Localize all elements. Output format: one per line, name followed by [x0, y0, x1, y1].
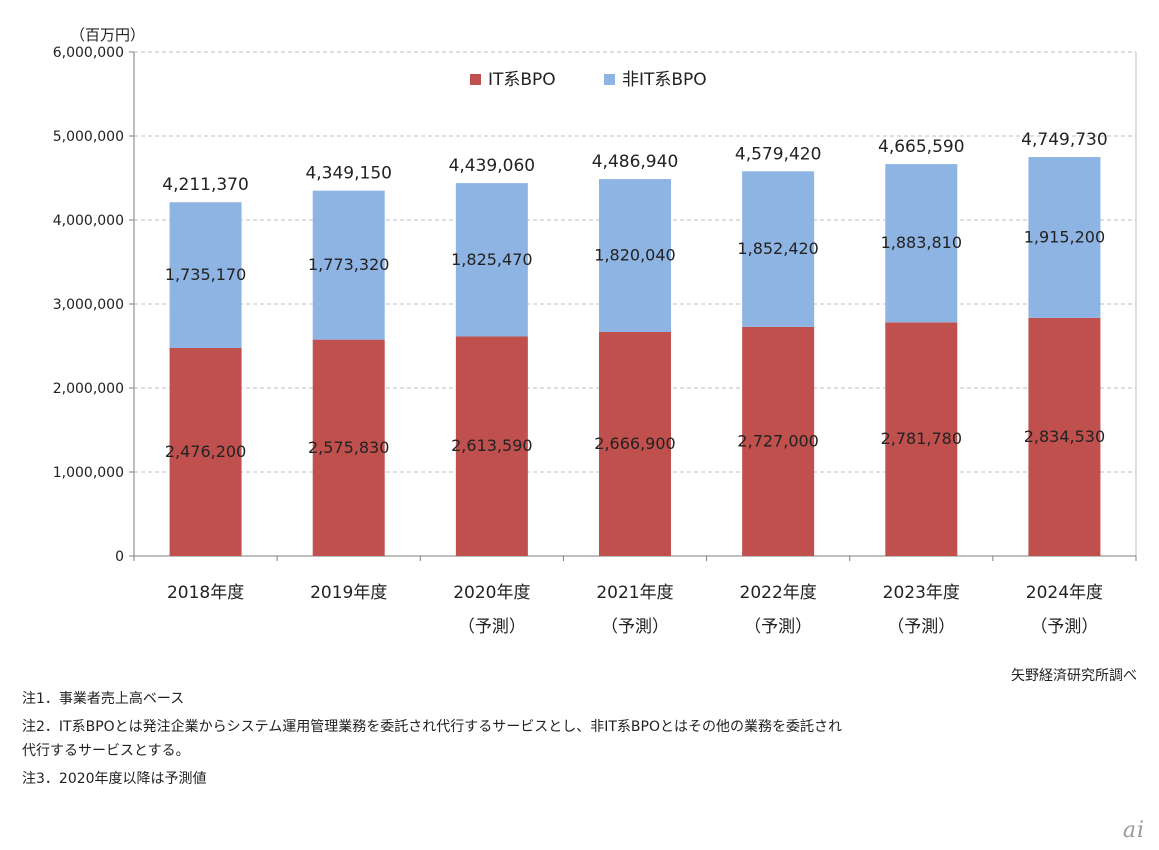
x-category-label: 2019年度	[310, 583, 387, 603]
data-label-non-it-bpo: 1,820,040	[594, 246, 675, 265]
bar-non-it-bpo	[599, 179, 671, 332]
x-category-label: 2018年度	[167, 583, 244, 603]
legend-item-it-bpo-swatch	[470, 74, 481, 85]
bar-it-bpo	[1028, 317, 1101, 556]
data-label-total: 4,579,420	[735, 144, 822, 164]
data-label-non-it-bpo: 1,883,810	[881, 233, 962, 252]
x-category-sublabel: （予測）	[744, 617, 812, 637]
data-label-total: 4,749,730	[1021, 130, 1108, 150]
data-label-total: 4,665,590	[878, 137, 965, 157]
data-label-non-it-bpo: 1,852,420	[737, 239, 818, 258]
x-category-sublabel: （予測）	[1030, 617, 1098, 637]
x-category-label: 2024年度	[1026, 583, 1103, 603]
x-category-sublabel: （予測）	[601, 617, 669, 637]
data-label-non-it-bpo: 1,735,170	[165, 265, 246, 284]
y-unit-label: （百万円）	[70, 26, 145, 44]
x-category-label: 2021年度	[596, 583, 673, 603]
legend-item-non-it-bpo-label: 非IT系BPO	[622, 70, 707, 90]
note-1: 注1．事業者売上高ベース	[22, 691, 185, 707]
site-logo: ai	[1122, 818, 1145, 843]
bar-non-it-bpo	[1028, 157, 1101, 318]
data-label-total: 4,349,150	[305, 164, 392, 184]
bar-it-bpo	[455, 336, 528, 556]
bar-it-bpo	[312, 339, 385, 556]
data-label-total: 4,439,060	[449, 156, 536, 176]
y-tick-label: 6,000,000	[53, 45, 124, 61]
x-category-sublabel: （予測）	[887, 617, 955, 637]
x-category-sublabel: （予測）	[458, 617, 526, 637]
note-3: 注3．2020年度以降は予測値	[22, 771, 207, 787]
data-label-it-bpo: 2,781,780	[881, 429, 962, 448]
y-tick-label: 4,000,000	[53, 213, 124, 229]
data-label-non-it-bpo: 1,773,320	[308, 255, 389, 274]
y-tick-label: 1,000,000	[53, 465, 124, 481]
data-label-it-bpo: 2,727,000	[737, 431, 818, 450]
bar-non-it-bpo	[742, 171, 815, 327]
y-tick-label: 2,000,000	[53, 381, 124, 397]
legend-item-it-bpo-label: IT系BPO	[488, 70, 556, 90]
bar-it-bpo	[599, 331, 671, 556]
data-label-total: 4,486,940	[592, 152, 679, 172]
data-label-it-bpo: 2,613,590	[451, 436, 532, 455]
data-label-non-it-bpo: 1,825,470	[451, 250, 532, 269]
data-label-it-bpo: 2,476,200	[165, 442, 246, 461]
stacked-bar-chart: 0 1,000,000 2,000,000 3,000,000 4,000,000 5,0…	[53, 26, 1137, 637]
data-label-it-bpo: 2,834,530	[1024, 427, 1105, 446]
bar-non-it-bpo	[169, 202, 242, 348]
x-category-label: 2020年度	[453, 583, 530, 603]
bar-non-it-bpo	[455, 183, 528, 337]
data-label-total: 4,211,370	[162, 175, 249, 195]
y-tick-label: 5,000,000	[53, 129, 124, 145]
bar-it-bpo	[885, 322, 958, 556]
y-tick-label: 3,000,000	[53, 297, 124, 313]
legend-item-non-it-bpo-swatch	[604, 74, 615, 85]
x-category-label: 2022年度	[740, 583, 817, 603]
data-label-it-bpo: 2,666,900	[594, 434, 675, 453]
bar-non-it-bpo	[885, 164, 958, 323]
note-2-continued: 代行するサービスとする。	[22, 743, 190, 759]
bar-it-bpo	[742, 326, 815, 556]
data-label-it-bpo: 2,575,830	[308, 438, 389, 457]
data-label-non-it-bpo: 1,915,200	[1024, 227, 1105, 246]
bar-it-bpo	[169, 347, 242, 556]
note-2: 注2．IT系BPOとは発注企業からシステム運用管理業務を委託され代行するサービス…	[22, 719, 842, 735]
bar-non-it-bpo	[312, 190, 385, 340]
x-category-label: 2023年度	[883, 583, 960, 603]
source-credit: 矢野経済研究所調べ	[1011, 668, 1137, 684]
y-tick-label: 0	[115, 549, 124, 565]
